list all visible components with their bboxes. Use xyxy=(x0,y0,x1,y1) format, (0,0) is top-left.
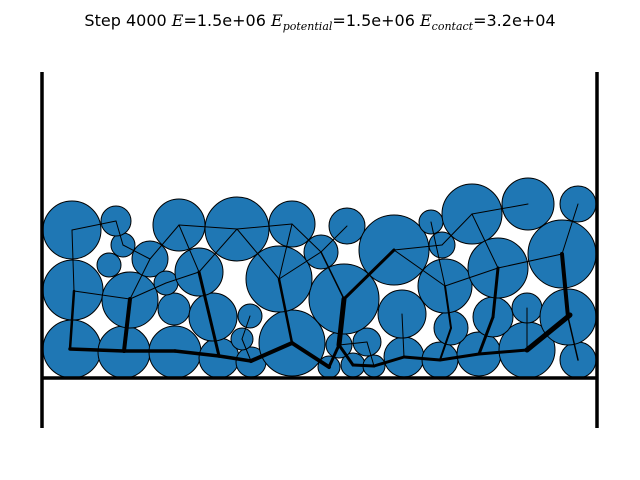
contact-39 xyxy=(393,244,443,251)
contact-53 xyxy=(567,316,579,361)
contact-23 xyxy=(149,224,180,260)
title-energy-symbol: E xyxy=(171,11,184,30)
contact-46 xyxy=(477,315,495,356)
contact-6 xyxy=(249,341,294,363)
contact-10 xyxy=(351,363,376,368)
chart-title: Step 4000 E=1.5e+06 Epotential=1.5e+06 E… xyxy=(0,11,640,33)
title-epot-value: 1.5e+06 xyxy=(345,11,415,30)
contact-17 xyxy=(129,282,167,300)
contact-12 xyxy=(402,355,442,362)
contact-57 xyxy=(278,223,293,280)
contact-18 xyxy=(165,271,200,284)
contact-9 xyxy=(337,343,355,367)
contact-42 xyxy=(471,213,499,269)
contact-8 xyxy=(327,343,341,369)
title-econ-subscript: contact xyxy=(431,20,474,34)
contact-5 xyxy=(217,354,253,363)
contact-24 xyxy=(178,224,200,273)
contact-51 xyxy=(560,252,570,319)
contact-33 xyxy=(320,225,348,253)
contact-36 xyxy=(342,248,396,301)
contact-11 xyxy=(372,355,406,368)
contact-26 xyxy=(198,228,238,273)
title-step-label: Step xyxy=(84,11,121,30)
contact-13 xyxy=(438,352,481,362)
contact-14 xyxy=(477,348,529,356)
contact-48 xyxy=(444,285,452,329)
particle-29 xyxy=(96,252,122,278)
contact-4 xyxy=(173,349,221,358)
particle-16 xyxy=(157,292,191,326)
contact-7 xyxy=(290,341,331,369)
contact-43 xyxy=(471,203,529,215)
contact-44 xyxy=(497,253,563,269)
contact-35 xyxy=(336,296,347,348)
contact-16 xyxy=(122,297,132,353)
contact-2 xyxy=(68,347,126,353)
particle-17 xyxy=(188,292,238,342)
contact-21 xyxy=(122,244,151,260)
title-econ-symbol: E xyxy=(419,11,432,30)
contact-20 xyxy=(129,258,151,300)
contact-40 xyxy=(393,249,446,287)
contact-15 xyxy=(524,312,573,353)
title-energy-value: 1.5e+06 xyxy=(196,11,266,30)
contact-29 xyxy=(236,223,293,230)
contact-34 xyxy=(320,251,345,300)
contact-27 xyxy=(197,270,221,358)
title-epot-symbol: E xyxy=(271,11,283,30)
title-step-value: 4000 xyxy=(125,11,167,30)
contact-19 xyxy=(73,290,131,300)
contact-0 xyxy=(68,289,76,351)
title-eq-1: = xyxy=(183,11,197,30)
title-eq-3: = xyxy=(473,11,487,30)
title-eq-2: = xyxy=(332,11,346,30)
contact-41 xyxy=(441,213,473,246)
contact-1 xyxy=(71,229,75,292)
contact-45 xyxy=(491,266,500,319)
contact-22 xyxy=(115,220,124,246)
title-epot-subscript: potential xyxy=(282,20,333,34)
contact-force-network xyxy=(68,203,579,369)
contact-25 xyxy=(178,224,238,230)
contact-56 xyxy=(71,220,117,231)
contact-37 xyxy=(338,341,368,346)
contact-49 xyxy=(439,327,452,361)
contact-32 xyxy=(291,223,322,253)
contact-38 xyxy=(366,341,375,367)
title-econ-value: 3.2e+04 xyxy=(486,11,556,30)
contact-28 xyxy=(236,228,280,280)
contact-55 xyxy=(401,313,405,358)
contact-47 xyxy=(444,267,499,287)
contact-30 xyxy=(277,277,294,345)
walls-layer xyxy=(40,72,599,428)
contact-31 xyxy=(278,251,322,280)
contact-58 xyxy=(241,315,251,340)
contact-59 xyxy=(241,338,252,362)
contact-52 xyxy=(561,203,579,255)
contact-50 xyxy=(430,221,446,287)
